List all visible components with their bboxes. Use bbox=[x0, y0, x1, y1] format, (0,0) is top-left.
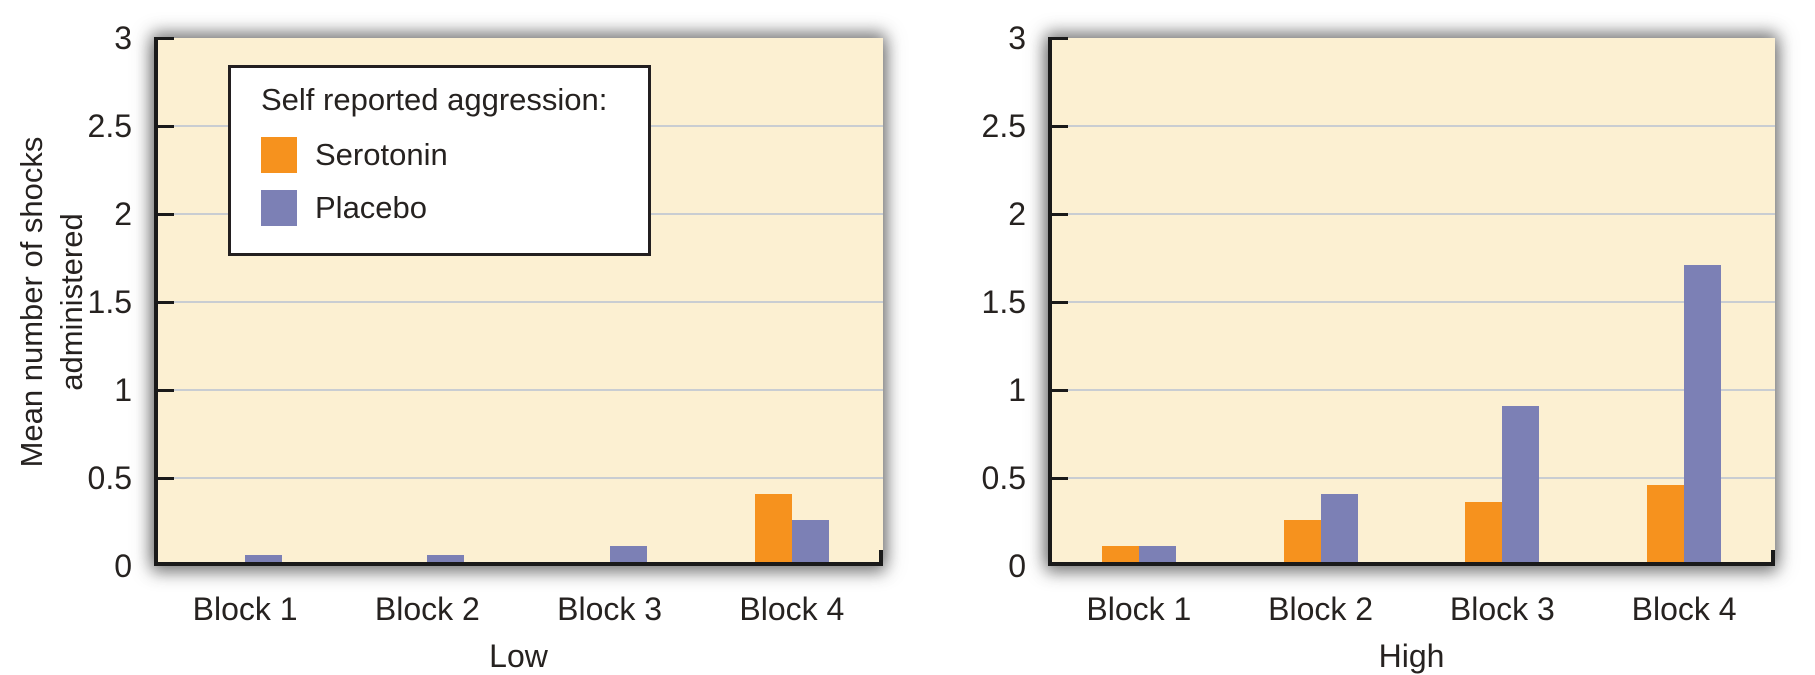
bar-high-block2-placebo bbox=[1320, 494, 1358, 564]
y-tick-label: 3 bbox=[1008, 20, 1026, 56]
gridline bbox=[154, 301, 883, 303]
y-tick-mark bbox=[154, 389, 174, 392]
legend-title: Self reported aggression: bbox=[261, 82, 608, 117]
y-tick-mark bbox=[1048, 125, 1068, 128]
x-category-label-high-1: Block 1 bbox=[1086, 591, 1192, 627]
bar-high-block3-placebo bbox=[1502, 406, 1540, 564]
bar-low-block1-placebo bbox=[245, 555, 283, 564]
x-category-label-low-4: Block 4 bbox=[739, 591, 845, 627]
bar-high-block4-serotonin bbox=[1647, 485, 1685, 564]
y-tick-label: 0 bbox=[1008, 548, 1026, 584]
gridline bbox=[154, 389, 883, 391]
y-tick-mark bbox=[1048, 37, 1068, 40]
legend-item-serotonin: Serotonin bbox=[261, 137, 648, 173]
legend-item-placebo: Placebo bbox=[261, 190, 648, 226]
y-tick-mark bbox=[1048, 213, 1068, 216]
placebo-swatch-icon bbox=[261, 190, 297, 226]
x-axis-line bbox=[1048, 562, 1775, 566]
y-tick-label: 3 bbox=[114, 20, 132, 56]
gridline bbox=[1048, 389, 1775, 391]
bar-high-block1-serotonin bbox=[1101, 546, 1139, 564]
bar-low-block2-placebo bbox=[427, 555, 465, 564]
y-tick-label: 0.5 bbox=[87, 460, 132, 496]
y-tick-label: 2.5 bbox=[981, 108, 1026, 144]
x-category-label-high-3: Block 3 bbox=[1449, 591, 1555, 627]
y-tick-mark bbox=[154, 301, 174, 304]
y-tick-mark bbox=[1048, 389, 1068, 392]
x-axis-end-tick bbox=[879, 550, 883, 566]
y-tick-label: 1.5 bbox=[87, 284, 132, 320]
bar-low-block4-placebo bbox=[791, 520, 829, 564]
plot-area-high bbox=[1048, 37, 1775, 566]
bar-low-block3-placebo bbox=[609, 546, 647, 564]
x-category-label-low-2: Block 2 bbox=[374, 591, 480, 627]
gridline bbox=[154, 477, 883, 479]
chart-title-high: High bbox=[1378, 638, 1445, 674]
bar-high-block2-serotonin bbox=[1283, 520, 1321, 564]
bar-high-block3-serotonin bbox=[1465, 502, 1503, 564]
y-tick-label: 0 bbox=[114, 548, 132, 584]
x-category-label-low-1: Block 1 bbox=[192, 591, 298, 627]
y-tick-mark bbox=[154, 477, 174, 480]
serotonin-swatch-icon bbox=[261, 137, 297, 173]
y-tick-mark bbox=[154, 125, 174, 128]
legend-label-placebo: Placebo bbox=[315, 190, 428, 225]
y-tick-label: 2 bbox=[1008, 196, 1026, 232]
y-tick-label: 2.5 bbox=[87, 108, 132, 144]
x-category-label-high-2: Block 2 bbox=[1268, 591, 1374, 627]
y-tick-label: 0.5 bbox=[981, 460, 1026, 496]
gridline bbox=[1048, 477, 1775, 479]
y-tick-mark bbox=[1048, 477, 1068, 480]
gridline bbox=[1048, 125, 1775, 127]
y-tick-label: 1.5 bbox=[981, 284, 1026, 320]
bar-high-block1-placebo bbox=[1138, 546, 1176, 564]
bar-high-block4-placebo bbox=[1684, 265, 1722, 564]
gridline bbox=[1048, 213, 1775, 215]
y-tick-mark bbox=[154, 213, 174, 216]
x-category-label-low-3: Block 3 bbox=[557, 591, 663, 627]
y-tick-mark bbox=[1048, 301, 1068, 304]
x-axis-end-tick bbox=[1771, 550, 1775, 566]
x-category-label-high-4: Block 4 bbox=[1631, 591, 1737, 627]
bar-low-block4-serotonin bbox=[754, 494, 792, 564]
y-tick-label: 1 bbox=[114, 372, 132, 408]
y-tick-label: 1 bbox=[1008, 372, 1026, 408]
x-axis-line bbox=[154, 562, 883, 566]
gridline bbox=[1048, 301, 1775, 303]
legend-label-serotonin: Serotonin bbox=[315, 137, 448, 172]
legend-box: Self reported aggression: Serotonin Plac… bbox=[228, 65, 651, 256]
y-tick-label: 2 bbox=[114, 196, 132, 232]
chart-title-low: Low bbox=[489, 638, 548, 674]
y-tick-mark bbox=[154, 37, 174, 40]
